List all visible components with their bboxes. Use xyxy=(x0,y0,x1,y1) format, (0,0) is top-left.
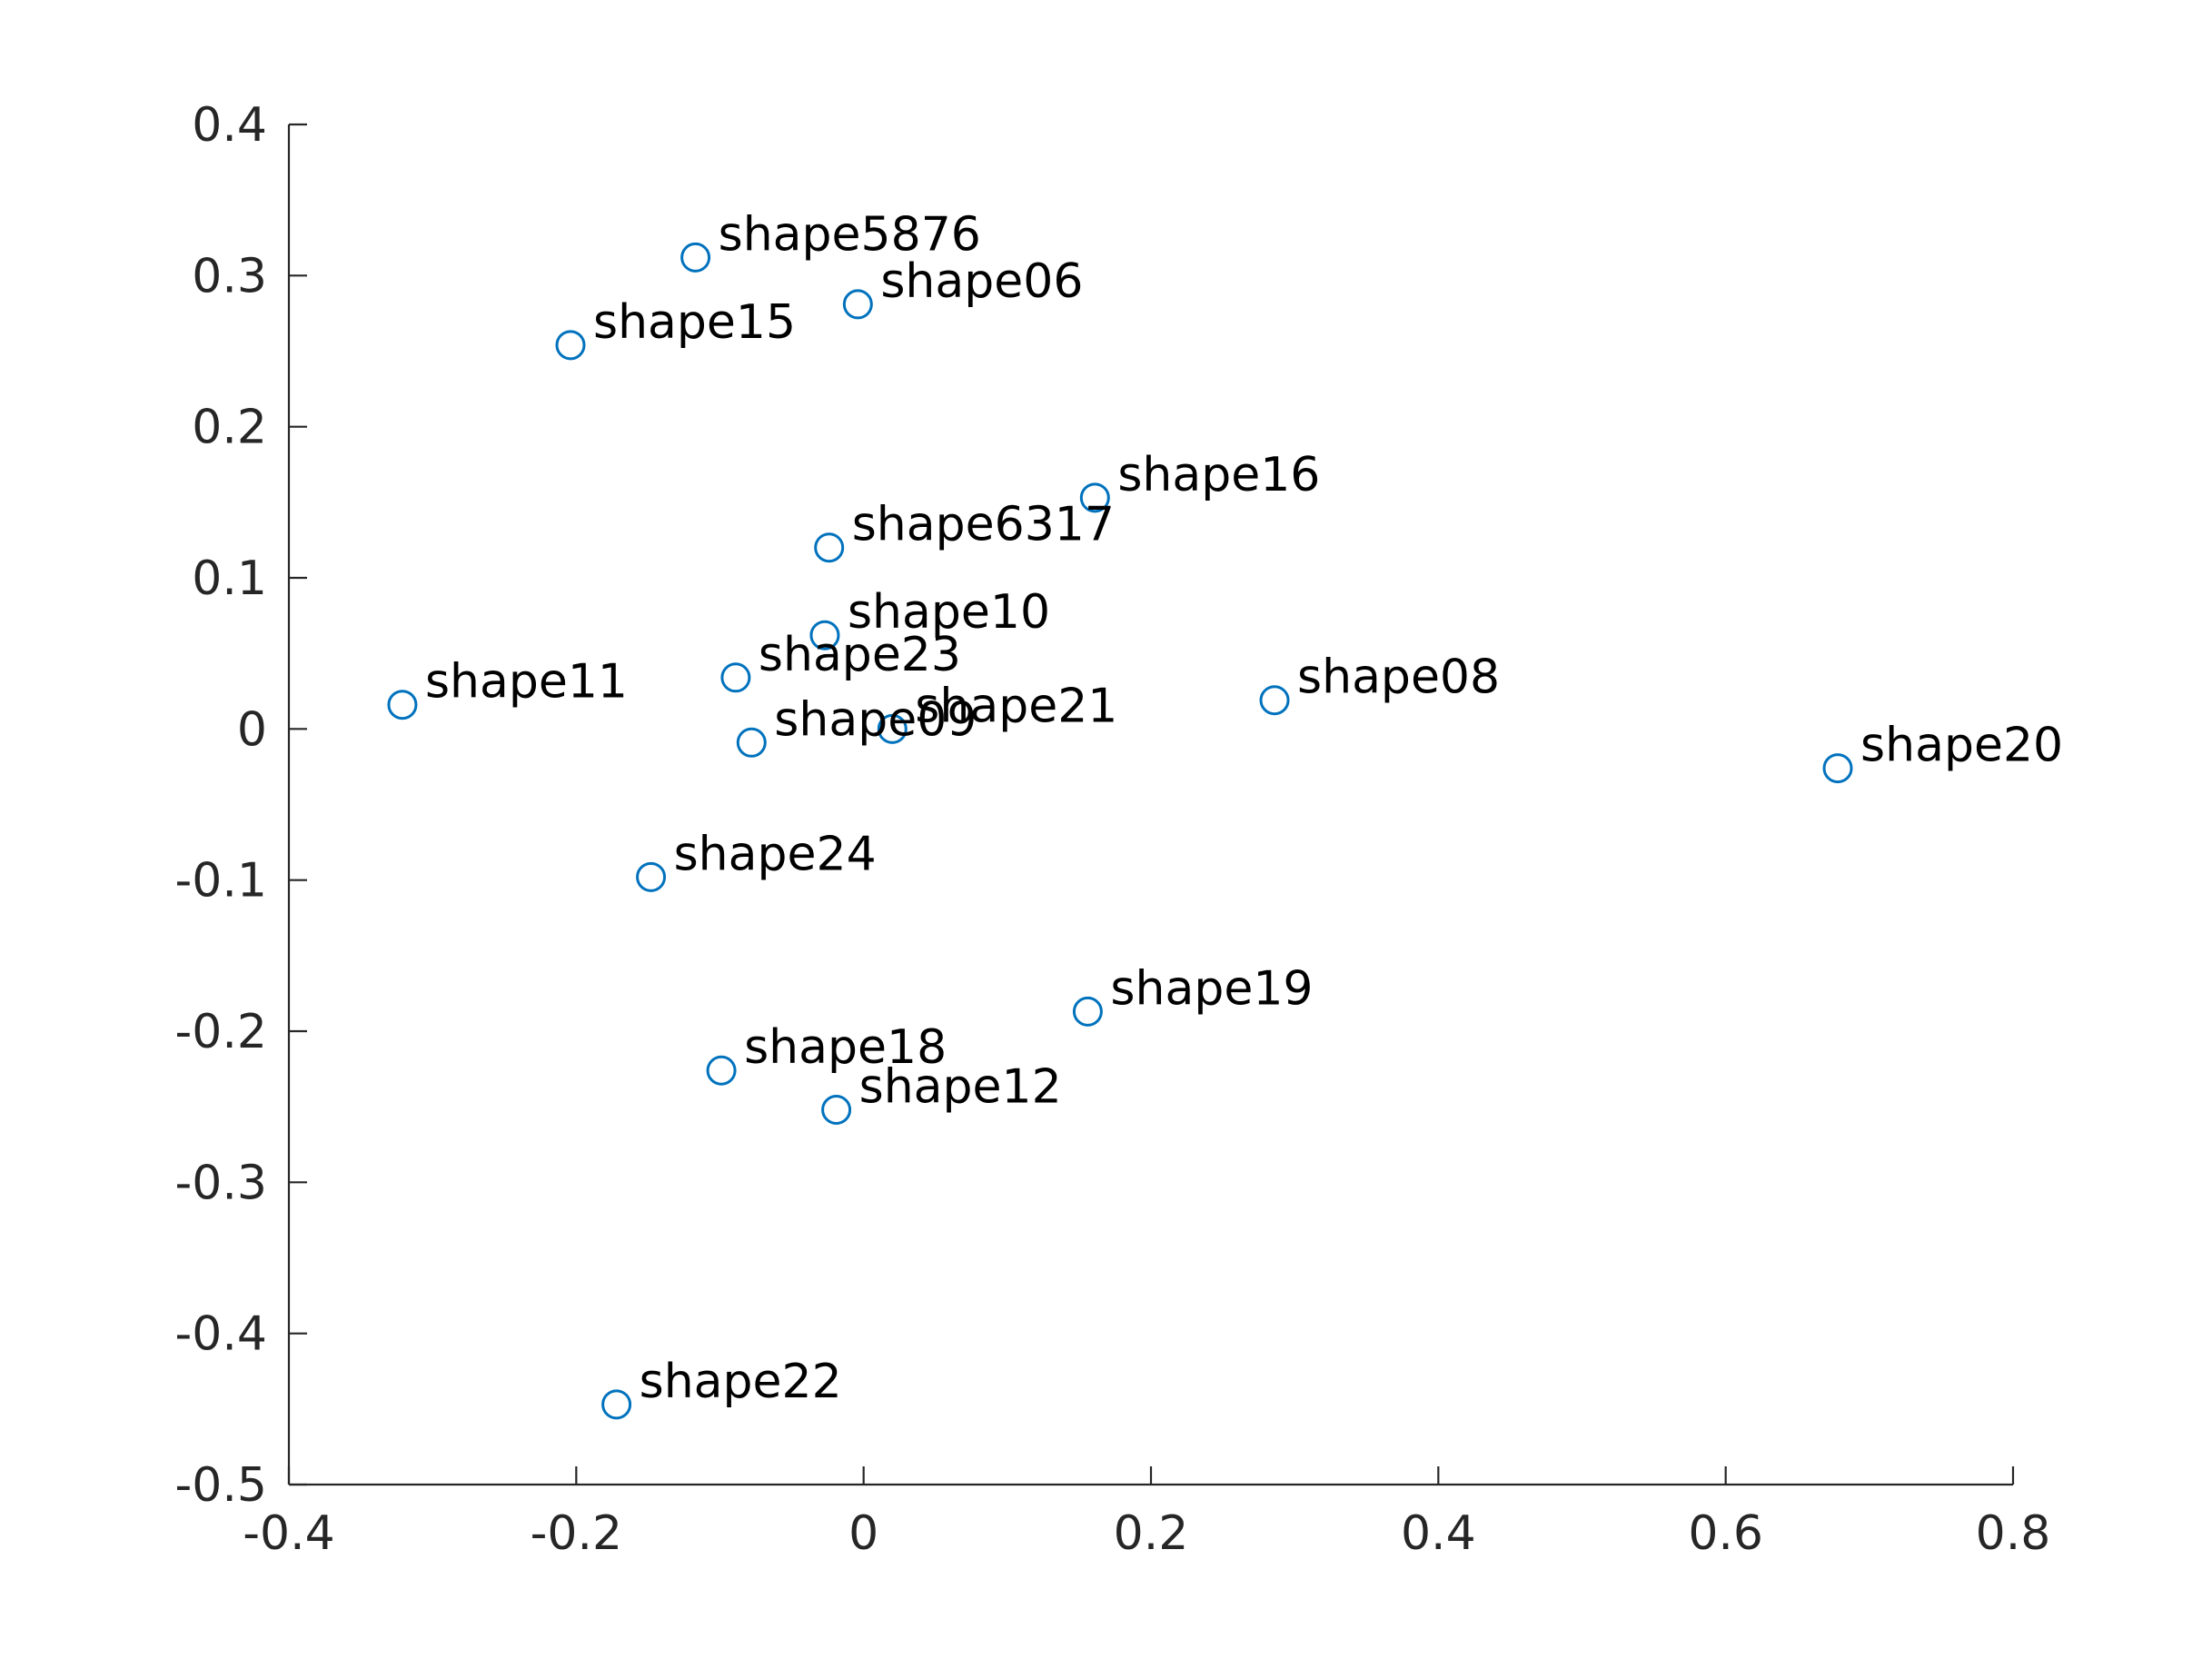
point-label: shape08 xyxy=(1297,651,1500,705)
point-label: shape10 xyxy=(848,585,1050,640)
y-tick-label: -0.1 xyxy=(175,854,267,909)
scatter-point xyxy=(736,727,767,758)
point-label: shape5876 xyxy=(719,207,981,262)
scatter-point xyxy=(1259,685,1290,716)
scatter-point xyxy=(1072,996,1103,1027)
point-label: shape12 xyxy=(859,1059,1062,1114)
x-tick-label: 0.4 xyxy=(1401,1506,1476,1561)
scatter-point xyxy=(821,1094,852,1125)
scatter-point xyxy=(601,1389,632,1420)
point-label: shape18 xyxy=(744,1020,947,1075)
point-label: shape23 xyxy=(759,628,961,682)
y-tick-label: 0.3 xyxy=(192,249,267,303)
x-tick-label: 0.6 xyxy=(1688,1506,1763,1561)
x-tick-label: 0.2 xyxy=(1114,1506,1189,1561)
point-label: shape6317 xyxy=(852,498,1115,552)
y-tick-label: -0.4 xyxy=(175,1307,267,1362)
scatter-point xyxy=(842,289,873,320)
y-tick-label: -0.3 xyxy=(175,1156,267,1210)
scatter-point xyxy=(555,330,586,361)
data-points xyxy=(387,242,1853,1420)
x-tick-label: -0.2 xyxy=(531,1506,622,1561)
y-tick-label: 0 xyxy=(237,702,267,757)
scatter-point xyxy=(809,620,840,651)
scatter-point xyxy=(706,1055,737,1086)
y-tick-label: -0.5 xyxy=(175,1458,267,1513)
point-label: shape19 xyxy=(1110,961,1313,1016)
point-label: shape16 xyxy=(1117,448,1320,502)
scatter-point xyxy=(680,242,711,273)
scatter-point xyxy=(814,532,845,563)
scatter-point xyxy=(877,713,908,744)
point-label: shape21 xyxy=(915,679,1117,733)
x-tick-label: -0.4 xyxy=(243,1506,334,1561)
scatter-point xyxy=(720,662,751,693)
scatter-point xyxy=(1079,482,1110,513)
y-tick-label: 0.1 xyxy=(192,551,267,606)
point-label: shape20 xyxy=(1860,719,2063,773)
point-label: shape15 xyxy=(593,295,796,350)
scatter-point xyxy=(387,690,418,720)
point-label: shape11 xyxy=(425,655,628,710)
y-tick-label: 0.2 xyxy=(192,401,267,455)
point-label: shape06 xyxy=(880,254,1083,309)
axes: -0.4 -0.2 0 0.2 0.4 0.6 0.8 0.4 0.3 0.2 0.1 0 -0.1 -0… xyxy=(175,98,2051,1561)
scatter-point xyxy=(1822,753,1853,784)
point-label: shape24 xyxy=(674,827,877,881)
point-label: shape09 xyxy=(774,692,977,747)
y-tick-label: -0.2 xyxy=(175,1005,267,1059)
y-tick-label: 0.4 xyxy=(192,98,267,153)
x-tick-label: 0.8 xyxy=(1976,1506,2051,1561)
point-label: shape22 xyxy=(640,1355,842,1409)
scatter-point xyxy=(636,861,667,892)
x-tick-label: 0 xyxy=(848,1506,878,1561)
